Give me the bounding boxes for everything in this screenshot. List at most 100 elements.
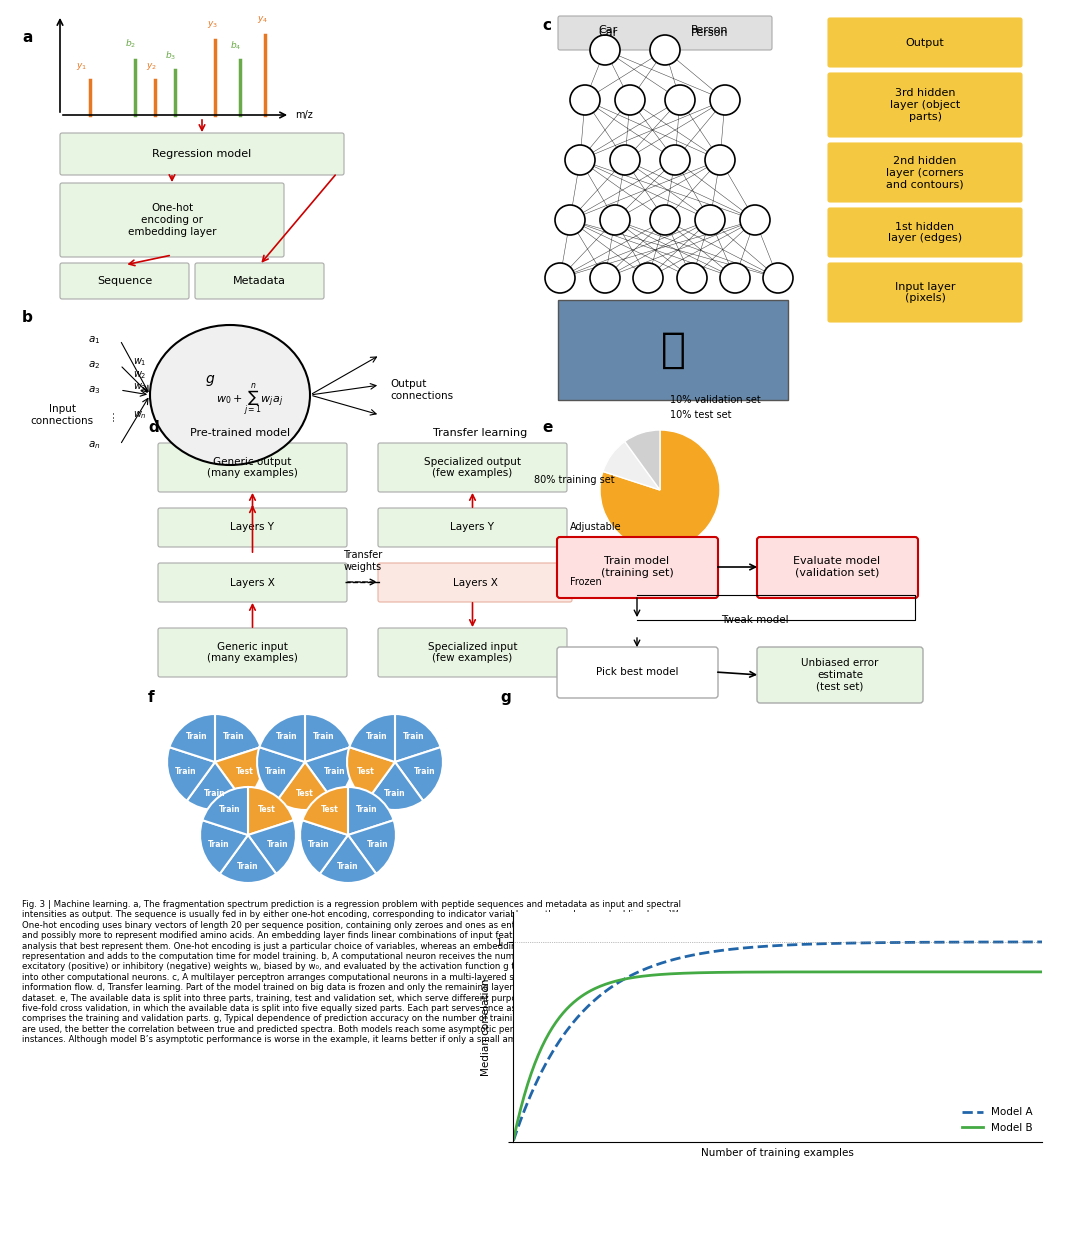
Text: Metadata: Metadata — [233, 276, 286, 286]
Text: $b_2$: $b_2$ — [125, 37, 136, 50]
Model A — [509, 1128, 522, 1143]
Text: d: d — [148, 420, 159, 435]
Text: a: a — [22, 30, 32, 45]
Circle shape — [545, 262, 575, 294]
Circle shape — [565, 146, 595, 175]
Model A — [822, 937, 835, 952]
Text: Train: Train — [403, 733, 424, 741]
Wedge shape — [347, 748, 395, 801]
Text: Train: Train — [366, 733, 388, 741]
Text: 80% training set: 80% training set — [535, 475, 615, 485]
Circle shape — [633, 262, 663, 294]
Text: $w_2$: $w_2$ — [133, 369, 147, 381]
Text: b: b — [22, 310, 32, 325]
Text: Test: Test — [235, 768, 254, 776]
Text: $b_4$: $b_4$ — [230, 40, 242, 52]
Text: Train: Train — [219, 805, 241, 815]
Text: Transfer
weights: Transfer weights — [342, 550, 382, 572]
FancyBboxPatch shape — [60, 183, 284, 258]
Text: Person: Person — [691, 29, 729, 39]
Wedge shape — [395, 714, 441, 763]
Circle shape — [696, 205, 725, 235]
Circle shape — [710, 85, 740, 114]
Model B — [986, 964, 999, 979]
Wedge shape — [367, 763, 423, 810]
Text: Layers X: Layers X — [453, 577, 498, 587]
Model B — [831, 964, 843, 979]
Model A — [507, 1133, 519, 1148]
Text: Layers Y: Layers Y — [450, 522, 495, 532]
Wedge shape — [257, 748, 305, 801]
Wedge shape — [167, 748, 215, 801]
Text: Generic output
(many examples): Generic output (many examples) — [207, 457, 298, 478]
Wedge shape — [200, 820, 248, 873]
Model A — [953, 934, 966, 949]
Model B — [822, 964, 835, 979]
Text: $y_1$: $y_1$ — [77, 61, 87, 72]
Text: Pick best model: Pick best model — [596, 667, 678, 677]
Y-axis label: Median correlation: Median correlation — [481, 978, 490, 1076]
Text: Train: Train — [175, 768, 197, 776]
Line: Model A: Model A — [513, 942, 1042, 1141]
FancyBboxPatch shape — [828, 262, 1022, 322]
Text: c: c — [542, 17, 551, 34]
Text: Train model
(training set): Train model (training set) — [600, 556, 673, 577]
Text: Train: Train — [308, 840, 329, 850]
Model A — [986, 934, 999, 949]
Text: $w_0 + \sum_{j=1}^{n} w_j a_j$: $w_0 + \sum_{j=1}^{n} w_j a_j$ — [216, 382, 284, 418]
Model B — [820, 964, 833, 979]
Ellipse shape — [150, 325, 310, 465]
Text: $a_2$: $a_2$ — [87, 360, 100, 371]
Circle shape — [650, 205, 680, 235]
Text: Sequence: Sequence — [97, 276, 152, 286]
Wedge shape — [220, 835, 276, 883]
Circle shape — [555, 205, 585, 235]
Text: $a_3$: $a_3$ — [87, 384, 100, 396]
Circle shape — [705, 146, 735, 175]
Text: Train: Train — [267, 840, 288, 850]
Text: Train: Train — [414, 768, 435, 776]
Text: Regression model: Regression model — [152, 149, 252, 159]
Wedge shape — [276, 763, 334, 810]
Text: $a_1$: $a_1$ — [87, 335, 100, 346]
FancyBboxPatch shape — [757, 647, 923, 703]
Text: 10% test set: 10% test set — [670, 411, 731, 420]
Text: Car: Car — [598, 29, 618, 39]
Text: $g$: $g$ — [205, 372, 215, 387]
FancyBboxPatch shape — [60, 262, 189, 299]
Wedge shape — [259, 714, 305, 763]
FancyBboxPatch shape — [558, 300, 788, 401]
FancyBboxPatch shape — [557, 647, 718, 698]
Text: e: e — [542, 420, 552, 435]
Circle shape — [660, 146, 690, 175]
FancyBboxPatch shape — [558, 16, 772, 50]
Text: Generic input
(many examples): Generic input (many examples) — [207, 642, 298, 663]
Model B — [509, 1123, 522, 1138]
FancyBboxPatch shape — [557, 537, 718, 598]
Text: Train: Train — [204, 789, 226, 797]
Text: Train: Train — [312, 733, 334, 741]
Text: Car: Car — [598, 25, 618, 35]
Text: Test: Test — [356, 768, 374, 776]
Text: Layers Y: Layers Y — [230, 522, 274, 532]
Text: $y_4$: $y_4$ — [257, 14, 269, 25]
FancyBboxPatch shape — [60, 133, 345, 175]
Circle shape — [720, 262, 750, 294]
Wedge shape — [305, 748, 353, 801]
Wedge shape — [202, 787, 248, 835]
Text: 3rd hidden
layer (object
parts): 3rd hidden layer (object parts) — [890, 88, 960, 122]
Text: 1st hidden
layer (edges): 1st hidden layer (edges) — [888, 221, 962, 244]
FancyBboxPatch shape — [828, 73, 1022, 137]
Text: Adjustable: Adjustable — [570, 522, 622, 532]
Wedge shape — [348, 787, 393, 835]
FancyBboxPatch shape — [828, 143, 1022, 202]
Text: Train: Train — [186, 733, 207, 741]
Text: 🚗: 🚗 — [661, 328, 686, 371]
FancyBboxPatch shape — [378, 443, 567, 491]
Wedge shape — [302, 787, 348, 835]
Circle shape — [590, 262, 620, 294]
FancyBboxPatch shape — [757, 537, 918, 598]
Line: Model B: Model B — [513, 972, 1042, 1140]
FancyBboxPatch shape — [378, 564, 572, 602]
Text: Train: Train — [324, 768, 346, 776]
